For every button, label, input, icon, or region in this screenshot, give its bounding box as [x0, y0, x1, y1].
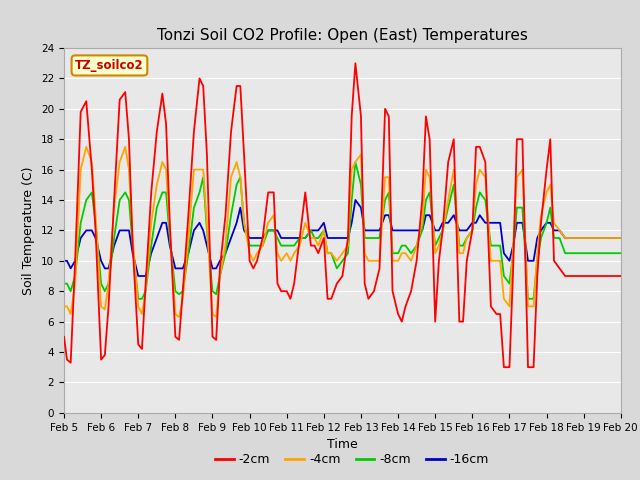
Legend: -2cm, -4cm, -8cm, -16cm: -2cm, -4cm, -8cm, -16cm	[210, 448, 494, 471]
Y-axis label: Soil Temperature (C): Soil Temperature (C)	[22, 166, 35, 295]
X-axis label: Time: Time	[327, 438, 358, 451]
Text: TZ_soilco2: TZ_soilco2	[75, 59, 144, 72]
Title: Tonzi Soil CO2 Profile: Open (East) Temperatures: Tonzi Soil CO2 Profile: Open (East) Temp…	[157, 28, 528, 43]
